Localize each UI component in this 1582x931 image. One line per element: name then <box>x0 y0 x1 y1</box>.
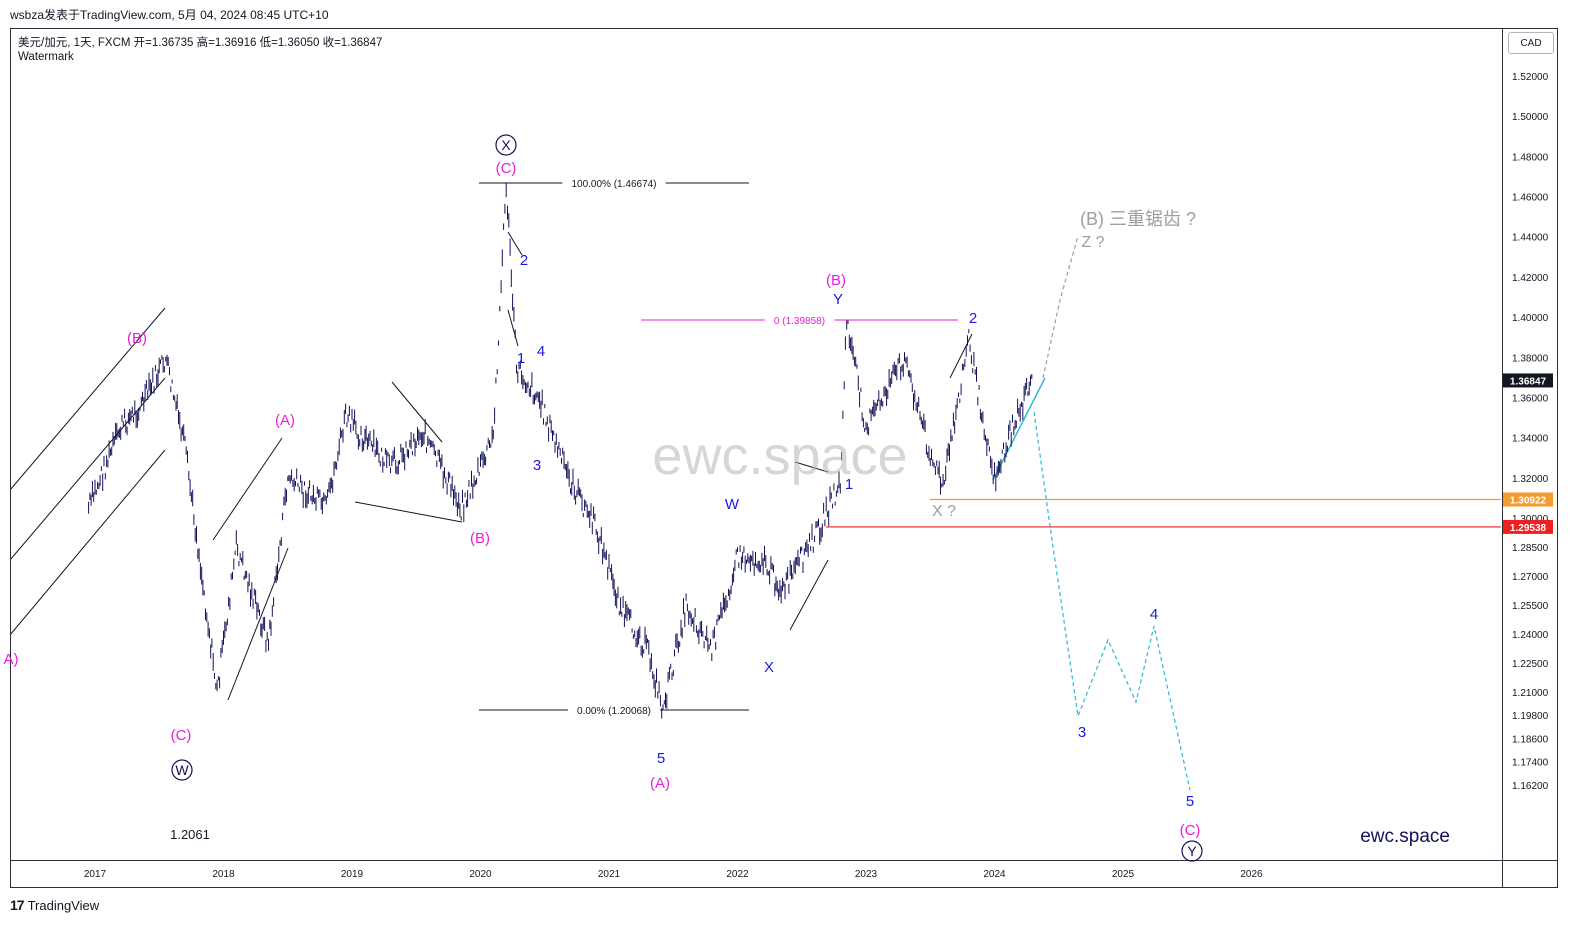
fib-100-line-label: 100.00% (1.46674) <box>571 179 656 190</box>
x-tick-label: 2025 <box>1112 869 1135 880</box>
price-tag <box>1503 519 1553 534</box>
y-tick-label: 1.28500 <box>1512 543 1549 554</box>
price-tag-label: 1.29538 <box>1510 523 1547 534</box>
wave-label-blue: 2 <box>969 310 977 327</box>
wave-label-magenta: (B) <box>470 530 490 547</box>
gray-label-z: Z ? <box>1081 234 1104 251</box>
y-tick-label: 1.19800 <box>1512 711 1549 722</box>
wave-label-blue: 3 <box>1078 724 1086 741</box>
chart-frame[interactable] <box>10 28 1558 888</box>
x-tick-label: 2021 <box>598 869 621 880</box>
circled-wave-icon <box>495 134 517 156</box>
price-anchor-label: 1.2061 <box>170 827 210 842</box>
wave-label-blue: Y <box>833 291 843 308</box>
y-tick-label: 1.42000 <box>1512 273 1549 284</box>
wave-label-magenta: (B) <box>826 272 846 289</box>
y-tick-label: 1.22500 <box>1512 659 1549 670</box>
alt-projection-path <box>1042 235 1079 379</box>
x-tick-label: 2020 <box>469 869 492 880</box>
y-tick-label: 1.50000 <box>1512 112 1549 123</box>
y-tick-label: 1.46000 <box>1512 193 1549 204</box>
y-tick-label: 1.32000 <box>1512 474 1549 485</box>
wave-label-blue: 2 <box>520 252 528 269</box>
circled-wave-icon <box>1181 840 1203 862</box>
tradingview-brand: TradingView <box>27 897 100 913</box>
y-tick-label: 1.25500 <box>1512 601 1549 612</box>
tradingview-logo-icon: 17 <box>10 897 25 913</box>
y-tick-label: 1.38000 <box>1512 353 1549 364</box>
wave-label-blue: W <box>725 496 740 513</box>
y-tick-label: 1.34000 <box>1512 434 1549 445</box>
brand-corner-text: ewc.space <box>1360 826 1450 847</box>
gray-label-triple-zigzag: (B) 三重锯齿 ? <box>1080 209 1196 229</box>
wave-label-blue: 4 <box>537 343 545 360</box>
tradingview-footer[interactable]: 17 TradingView <box>10 897 99 913</box>
x-tick-label: 2019 <box>341 869 364 880</box>
wave-label-blue: 4 <box>1150 606 1158 623</box>
wave-label-magenta: (C) <box>496 160 517 177</box>
circled-wave-label: X <box>501 137 511 153</box>
x-tick-label: 2017 <box>84 869 107 880</box>
y-tick-label: 1.21000 <box>1512 688 1549 699</box>
wave-label-blue: 5 <box>657 750 665 767</box>
currency-selector[interactable]: CAD <box>1508 32 1554 54</box>
y-tick-label: 1.30000 <box>1512 514 1549 525</box>
price-tag-label: 1.30922 <box>1510 495 1547 506</box>
publisher-line: wsbza发表于TradingView.com, 5月 04, 2024 08:… <box>10 8 329 22</box>
wave-label-magenta: (A) <box>275 412 295 429</box>
time-scale-divider <box>10 860 1558 861</box>
y-tick-label: 1.24000 <box>1512 630 1549 641</box>
price-tag <box>1503 492 1553 507</box>
wave-label-magenta: (C) <box>1180 822 1201 839</box>
wave-label-blue: 1 <box>517 350 525 367</box>
circled-wave-label: Y <box>1187 843 1197 859</box>
wave-label-blue: 1 <box>845 476 853 493</box>
y-tick-label: 1.52000 <box>1512 72 1549 83</box>
x-tick-label: 2022 <box>726 869 749 880</box>
price-scale-divider <box>1502 28 1503 888</box>
symbol-legend: 美元/加元, 1天, FXCM 开=1.36735 高=1.36916 低=1.… <box>18 37 383 49</box>
projection-path <box>1033 411 1191 791</box>
watermark-text: ewc.space <box>652 426 907 486</box>
x-tick-label: 2018 <box>212 869 235 880</box>
y-tick-label: 1.27000 <box>1512 572 1549 583</box>
y-tick-label: 1.48000 <box>1512 152 1549 163</box>
wave-label-blue: 3 <box>533 457 541 474</box>
cyan-trendline <box>992 377 1046 481</box>
y-tick-label: 1.40000 <box>1512 313 1549 324</box>
y-tick-label: 1.36000 <box>1512 393 1549 404</box>
y-tick-label: 1.16200 <box>1512 781 1549 792</box>
price-tag-label: 1.36847 <box>1510 376 1547 387</box>
circled-wave-icon <box>171 759 193 781</box>
wave-label-magenta: (A) <box>650 775 670 792</box>
y-tick-label: 1.17400 <box>1512 758 1549 769</box>
x-tick-label: 2023 <box>855 869 878 880</box>
wave-label-magenta: A) <box>4 651 19 668</box>
price-tag <box>1503 373 1553 388</box>
x-tick-label: 2024 <box>983 869 1006 880</box>
watermark-indicator-label[interactable]: Watermark <box>18 51 74 63</box>
fib-b-line-label: 0 (1.39858) <box>774 316 825 327</box>
wave-label-blue: 5 <box>1186 793 1194 810</box>
wave-label-magenta: (B) <box>127 330 147 347</box>
y-tick-label: 1.44000 <box>1512 233 1549 244</box>
x-tick-label: 2026 <box>1240 869 1263 880</box>
wave-label-magenta: (C) <box>171 727 192 744</box>
fib-0-line-label: 0.00% (1.20068) <box>577 706 651 717</box>
circled-wave-label: W <box>175 762 189 778</box>
wave-label-blue: X <box>764 659 774 676</box>
gray-label-x: X ? <box>932 503 956 520</box>
y-tick-label: 1.18600 <box>1512 734 1549 745</box>
